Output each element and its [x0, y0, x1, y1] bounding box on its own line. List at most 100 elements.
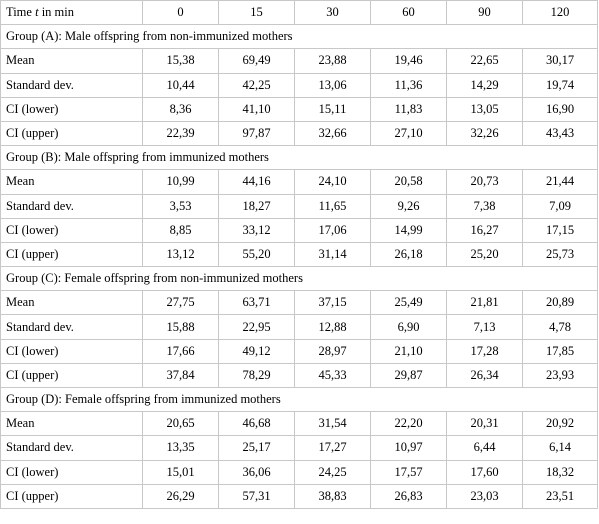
- table-row-ci-lower: CI (lower) 8,36 41,10 15,11 11,83 13,05 16,90: [0, 96, 598, 122]
- table-cell: 25,20: [446, 241, 523, 268]
- table-cell: 24,25: [294, 459, 371, 485]
- group-title: Group (A): Male offspring from non-immun…: [0, 24, 598, 50]
- table-cell: 11,36: [370, 72, 447, 98]
- table-cell: 20,31: [446, 411, 523, 437]
- table-cell: 36,06: [218, 459, 295, 485]
- table-cell: 20,92: [522, 411, 598, 437]
- table-cell: 26,34: [446, 362, 523, 389]
- table-row-ci-lower: CI (lower) 8,85 33,12 17,06 14,99 16,27 17,15: [0, 217, 598, 243]
- table-cell: 37,15: [294, 290, 371, 316]
- table-cell: 78,29: [218, 362, 295, 389]
- table-cell: 10,97: [370, 435, 447, 461]
- table-row-mean: Mean 15,38 69,49 23,88 19,46 22,65 30,17: [0, 48, 598, 74]
- table-cell: 4,78: [522, 314, 598, 340]
- row-label: Standard dev.: [0, 314, 143, 340]
- table-cell: 30,17: [522, 48, 598, 74]
- table-cell: 14,99: [370, 217, 447, 243]
- row-label: CI (lower): [0, 459, 143, 485]
- table-cell: 13,05: [446, 96, 523, 122]
- table-cell: 18,27: [218, 193, 295, 219]
- header-time-30: 30: [294, 0, 371, 26]
- table-cell: 44,16: [218, 169, 295, 195]
- table-cell: 25,17: [218, 435, 295, 461]
- row-label: CI (lower): [0, 217, 143, 243]
- header-time-label: Time t in min: [0, 0, 143, 26]
- row-label: CI (upper): [0, 241, 143, 268]
- table-cell: 23,03: [446, 483, 523, 509]
- table-cell: 45,33: [294, 362, 371, 389]
- table-cell: 32,66: [294, 120, 371, 147]
- group-title-row: Group (C): Female offspring from non-imm…: [0, 266, 598, 292]
- table-cell: 13,12: [142, 241, 219, 268]
- table-row-ci-lower: CI (lower) 17,66 49,12 28,97 21,10 17,28 17,85: [0, 338, 598, 364]
- table-cell: 63,71: [218, 290, 295, 316]
- table-cell: 19,74: [522, 72, 598, 98]
- row-label: CI (lower): [0, 96, 143, 122]
- table-cell: 33,12: [218, 217, 295, 243]
- row-label: Standard dev.: [0, 72, 143, 98]
- header-time-0: 0: [142, 0, 219, 26]
- group-title: Group (B): Male offspring from immunized…: [0, 145, 598, 171]
- header-time-90: 90: [446, 0, 523, 26]
- table-cell: 17,66: [142, 338, 219, 364]
- table-cell: 13,06: [294, 72, 371, 98]
- header-label-suffix: in min: [38, 5, 74, 20]
- table-cell: 57,31: [218, 483, 295, 509]
- table-cell: 21,10: [370, 338, 447, 364]
- table-row-ci-lower: CI (lower) 15,01 36,06 24,25 17,57 17,60 18,32: [0, 459, 598, 485]
- table-cell: 20,58: [370, 169, 447, 195]
- table-row-mean: Mean 27,75 63,71 37,15 25,49 21,81 20,89: [0, 290, 598, 316]
- row-label: CI (upper): [0, 483, 143, 509]
- table-cell: 8,36: [142, 96, 219, 122]
- row-label: Mean: [0, 169, 143, 195]
- table-row-ci-upper: CI (upper) 26,29 57,31 38,83 26,83 23,03 23,51: [0, 483, 598, 509]
- row-label: Mean: [0, 411, 143, 437]
- table-cell: 46,68: [218, 411, 295, 437]
- table-cell: 10,44: [142, 72, 219, 98]
- table-cell: 6,14: [522, 435, 598, 461]
- table-row-mean: Mean 10,99 44,16 24,10 20,58 20,73 21,44: [0, 169, 598, 195]
- table-row-standard-dev: Standard dev. 13,35 25,17 17,27 10,97 6,44 6,1…: [0, 435, 598, 461]
- table-cell: 14,29: [446, 72, 523, 98]
- table-cell: 23,93: [522, 362, 598, 389]
- row-label: Mean: [0, 290, 143, 316]
- table-row-standard-dev: Standard dev. 10,44 42,25 13,06 11,36 14,29 19…: [0, 72, 598, 98]
- table-cell: 7,13: [446, 314, 523, 340]
- table-cell: 26,29: [142, 483, 219, 509]
- table-cell: 7,38: [446, 193, 523, 219]
- table-cell: 17,28: [446, 338, 523, 364]
- table-cell: 22,65: [446, 48, 523, 74]
- table-cell: 32,26: [446, 120, 523, 147]
- table-cell: 20,73: [446, 169, 523, 195]
- table-cell: 20,89: [522, 290, 598, 316]
- table-cell: 27,75: [142, 290, 219, 316]
- header-row: Time t in min 0 15 30 60 90 120: [0, 0, 598, 26]
- table-cell: 49,12: [218, 338, 295, 364]
- header-time-60: 60: [370, 0, 447, 26]
- table-row-standard-dev: Standard dev. 15,88 22,95 12,88 6,90 7,13 4,78: [0, 314, 598, 340]
- row-label: CI (upper): [0, 120, 143, 147]
- table-cell: 17,15: [522, 217, 598, 243]
- table-cell: 7,09: [522, 193, 598, 219]
- table-cell: 17,85: [522, 338, 598, 364]
- table-cell: 13,35: [142, 435, 219, 461]
- header-time-120: 120: [522, 0, 598, 26]
- table-row-ci-upper: CI (upper) 37,84 78,29 45,33 29,87 26,34 23,93: [0, 362, 598, 389]
- table-cell: 38,83: [294, 483, 371, 509]
- row-label: Mean: [0, 48, 143, 74]
- table-cell: 9,26: [370, 193, 447, 219]
- row-label: Standard dev.: [0, 435, 143, 461]
- table-cell: 15,38: [142, 48, 219, 74]
- group-title-row: Group (D): Female offspring from immuniz…: [0, 386, 598, 413]
- table-cell: 11,65: [294, 193, 371, 219]
- group-title-row: Group (B): Male offspring from immunized…: [0, 145, 598, 171]
- group-title: Group (D): Female offspring from immuniz…: [0, 386, 598, 413]
- table-row-standard-dev: Standard dev. 3,53 18,27 11,65 9,26 7,38 7,09: [0, 193, 598, 219]
- table-cell: 42,25: [218, 72, 295, 98]
- row-label: Standard dev.: [0, 193, 143, 219]
- table-cell: 23,51: [522, 483, 598, 509]
- header-label-prefix: Time: [6, 5, 36, 20]
- table-cell: 22,20: [370, 411, 447, 437]
- row-label: CI (lower): [0, 338, 143, 364]
- table-cell: 23,88: [294, 48, 371, 74]
